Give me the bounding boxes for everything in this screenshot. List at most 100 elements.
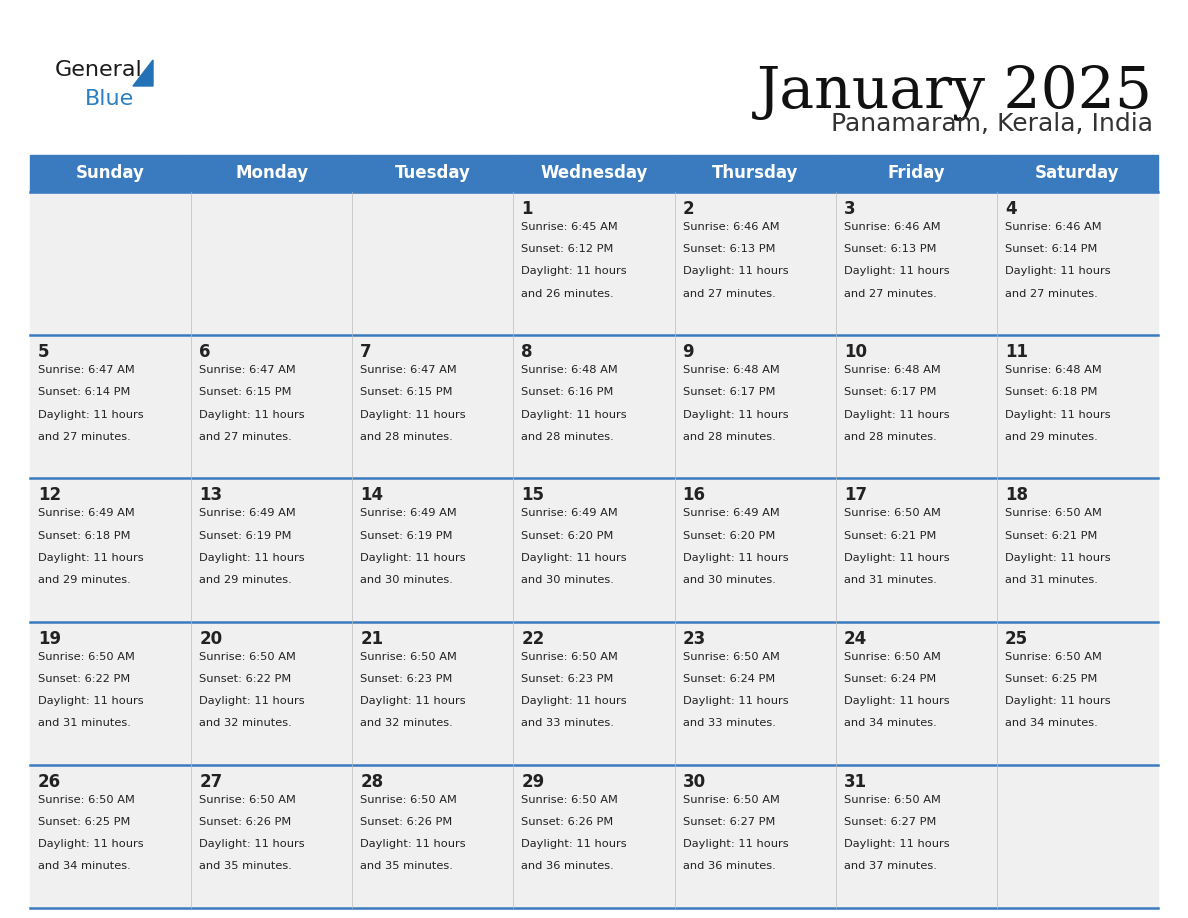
Text: Sunset: 6:23 PM: Sunset: 6:23 PM xyxy=(522,674,614,684)
Text: 27: 27 xyxy=(200,773,222,790)
Text: Sunrise: 6:45 AM: Sunrise: 6:45 AM xyxy=(522,222,618,232)
Text: 12: 12 xyxy=(38,487,61,504)
Text: Sunset: 6:13 PM: Sunset: 6:13 PM xyxy=(843,244,936,254)
Text: Sunset: 6:25 PM: Sunset: 6:25 PM xyxy=(38,817,131,827)
Text: and 34 minutes.: and 34 minutes. xyxy=(1005,718,1098,728)
Text: and 34 minutes.: and 34 minutes. xyxy=(843,718,936,728)
Text: Panamaram, Kerala, India: Panamaram, Kerala, India xyxy=(830,112,1154,136)
Text: Daylight: 11 hours: Daylight: 11 hours xyxy=(200,553,305,563)
Text: Daylight: 11 hours: Daylight: 11 hours xyxy=(683,409,788,420)
Text: Sunset: 6:15 PM: Sunset: 6:15 PM xyxy=(200,387,291,397)
Text: and 36 minutes.: and 36 minutes. xyxy=(683,861,776,871)
Text: Sunset: 6:20 PM: Sunset: 6:20 PM xyxy=(683,531,775,541)
Bar xyxy=(30,192,1158,335)
Text: Sunset: 6:17 PM: Sunset: 6:17 PM xyxy=(683,387,775,397)
Text: Daylight: 11 hours: Daylight: 11 hours xyxy=(683,839,788,849)
Text: Sunrise: 6:46 AM: Sunrise: 6:46 AM xyxy=(683,222,779,232)
Text: 28: 28 xyxy=(360,773,384,790)
Text: Sunrise: 6:49 AM: Sunrise: 6:49 AM xyxy=(38,509,134,519)
Text: and 27 minutes.: and 27 minutes. xyxy=(1005,288,1098,298)
Text: Sunrise: 6:50 AM: Sunrise: 6:50 AM xyxy=(683,652,779,662)
Text: and 37 minutes.: and 37 minutes. xyxy=(843,861,936,871)
Text: 13: 13 xyxy=(200,487,222,504)
Text: 23: 23 xyxy=(683,630,706,647)
Bar xyxy=(30,335,1158,478)
Text: 3: 3 xyxy=(843,200,855,218)
Text: 22: 22 xyxy=(522,630,544,647)
Text: Daylight: 11 hours: Daylight: 11 hours xyxy=(522,409,627,420)
Text: Sunset: 6:14 PM: Sunset: 6:14 PM xyxy=(38,387,131,397)
Text: 18: 18 xyxy=(1005,487,1028,504)
Text: Daylight: 11 hours: Daylight: 11 hours xyxy=(1005,696,1111,706)
Text: and 28 minutes.: and 28 minutes. xyxy=(522,431,614,442)
Text: Sunrise: 6:50 AM: Sunrise: 6:50 AM xyxy=(200,652,296,662)
Text: 1: 1 xyxy=(522,200,533,218)
Text: Sunset: 6:12 PM: Sunset: 6:12 PM xyxy=(522,244,614,254)
Text: Sunrise: 6:50 AM: Sunrise: 6:50 AM xyxy=(38,795,135,805)
Text: and 27 minutes.: and 27 minutes. xyxy=(683,288,776,298)
Text: Sunrise: 6:48 AM: Sunrise: 6:48 AM xyxy=(683,365,779,375)
Text: Daylight: 11 hours: Daylight: 11 hours xyxy=(522,696,627,706)
Text: Sunset: 6:19 PM: Sunset: 6:19 PM xyxy=(200,531,291,541)
Text: 29: 29 xyxy=(522,773,544,790)
Text: Daylight: 11 hours: Daylight: 11 hours xyxy=(1005,553,1111,563)
Text: Sunrise: 6:50 AM: Sunrise: 6:50 AM xyxy=(38,652,135,662)
Text: Daylight: 11 hours: Daylight: 11 hours xyxy=(522,266,627,276)
Text: Sunrise: 6:49 AM: Sunrise: 6:49 AM xyxy=(683,509,779,519)
Text: Sunrise: 6:50 AM: Sunrise: 6:50 AM xyxy=(200,795,296,805)
Text: and 35 minutes.: and 35 minutes. xyxy=(200,861,292,871)
Text: and 30 minutes.: and 30 minutes. xyxy=(522,575,614,585)
Text: and 27 minutes.: and 27 minutes. xyxy=(200,431,292,442)
Text: Sunrise: 6:49 AM: Sunrise: 6:49 AM xyxy=(360,509,457,519)
Text: 11: 11 xyxy=(1005,343,1028,361)
Text: Daylight: 11 hours: Daylight: 11 hours xyxy=(843,409,949,420)
Text: Sunset: 6:19 PM: Sunset: 6:19 PM xyxy=(360,531,453,541)
Text: and 32 minutes.: and 32 minutes. xyxy=(360,718,453,728)
Text: and 31 minutes.: and 31 minutes. xyxy=(843,575,936,585)
Bar xyxy=(30,765,1158,908)
Text: Daylight: 11 hours: Daylight: 11 hours xyxy=(1005,266,1111,276)
Text: Sunset: 6:15 PM: Sunset: 6:15 PM xyxy=(360,387,453,397)
Bar xyxy=(353,155,513,192)
Text: 8: 8 xyxy=(522,343,533,361)
Text: Sunset: 6:16 PM: Sunset: 6:16 PM xyxy=(522,387,614,397)
Text: 24: 24 xyxy=(843,630,867,647)
Text: Sunset: 6:24 PM: Sunset: 6:24 PM xyxy=(683,674,775,684)
Text: 25: 25 xyxy=(1005,630,1028,647)
Text: and 28 minutes.: and 28 minutes. xyxy=(683,431,776,442)
Text: and 31 minutes.: and 31 minutes. xyxy=(38,718,131,728)
Text: Sunrise: 6:50 AM: Sunrise: 6:50 AM xyxy=(360,652,457,662)
Text: Sunset: 6:20 PM: Sunset: 6:20 PM xyxy=(522,531,614,541)
Text: and 30 minutes.: and 30 minutes. xyxy=(360,575,453,585)
Text: 30: 30 xyxy=(683,773,706,790)
Bar xyxy=(30,155,191,192)
Text: 5: 5 xyxy=(38,343,50,361)
Text: Daylight: 11 hours: Daylight: 11 hours xyxy=(843,553,949,563)
Text: Sunset: 6:18 PM: Sunset: 6:18 PM xyxy=(1005,387,1098,397)
Text: Friday: Friday xyxy=(887,164,946,183)
Text: 14: 14 xyxy=(360,487,384,504)
Text: Sunset: 6:17 PM: Sunset: 6:17 PM xyxy=(843,387,936,397)
Text: Sunrise: 6:49 AM: Sunrise: 6:49 AM xyxy=(200,509,296,519)
Text: Sunday: Sunday xyxy=(76,164,145,183)
Text: and 30 minutes.: and 30 minutes. xyxy=(683,575,776,585)
Text: 9: 9 xyxy=(683,343,694,361)
Text: 4: 4 xyxy=(1005,200,1017,218)
Text: Sunset: 6:27 PM: Sunset: 6:27 PM xyxy=(683,817,775,827)
Text: Sunset: 6:26 PM: Sunset: 6:26 PM xyxy=(522,817,614,827)
Text: Sunset: 6:14 PM: Sunset: 6:14 PM xyxy=(1005,244,1098,254)
Text: and 29 minutes.: and 29 minutes. xyxy=(200,575,292,585)
Bar xyxy=(997,155,1158,192)
Text: 19: 19 xyxy=(38,630,61,647)
Text: Daylight: 11 hours: Daylight: 11 hours xyxy=(843,266,949,276)
Text: 10: 10 xyxy=(843,343,867,361)
Text: and 28 minutes.: and 28 minutes. xyxy=(843,431,936,442)
Text: and 28 minutes.: and 28 minutes. xyxy=(360,431,453,442)
Text: Sunset: 6:21 PM: Sunset: 6:21 PM xyxy=(1005,531,1098,541)
Text: Sunrise: 6:46 AM: Sunrise: 6:46 AM xyxy=(843,222,941,232)
Text: and 27 minutes.: and 27 minutes. xyxy=(843,288,936,298)
Text: and 31 minutes.: and 31 minutes. xyxy=(1005,575,1098,585)
Text: 26: 26 xyxy=(38,773,61,790)
Bar xyxy=(191,155,353,192)
Text: Daylight: 11 hours: Daylight: 11 hours xyxy=(200,696,305,706)
